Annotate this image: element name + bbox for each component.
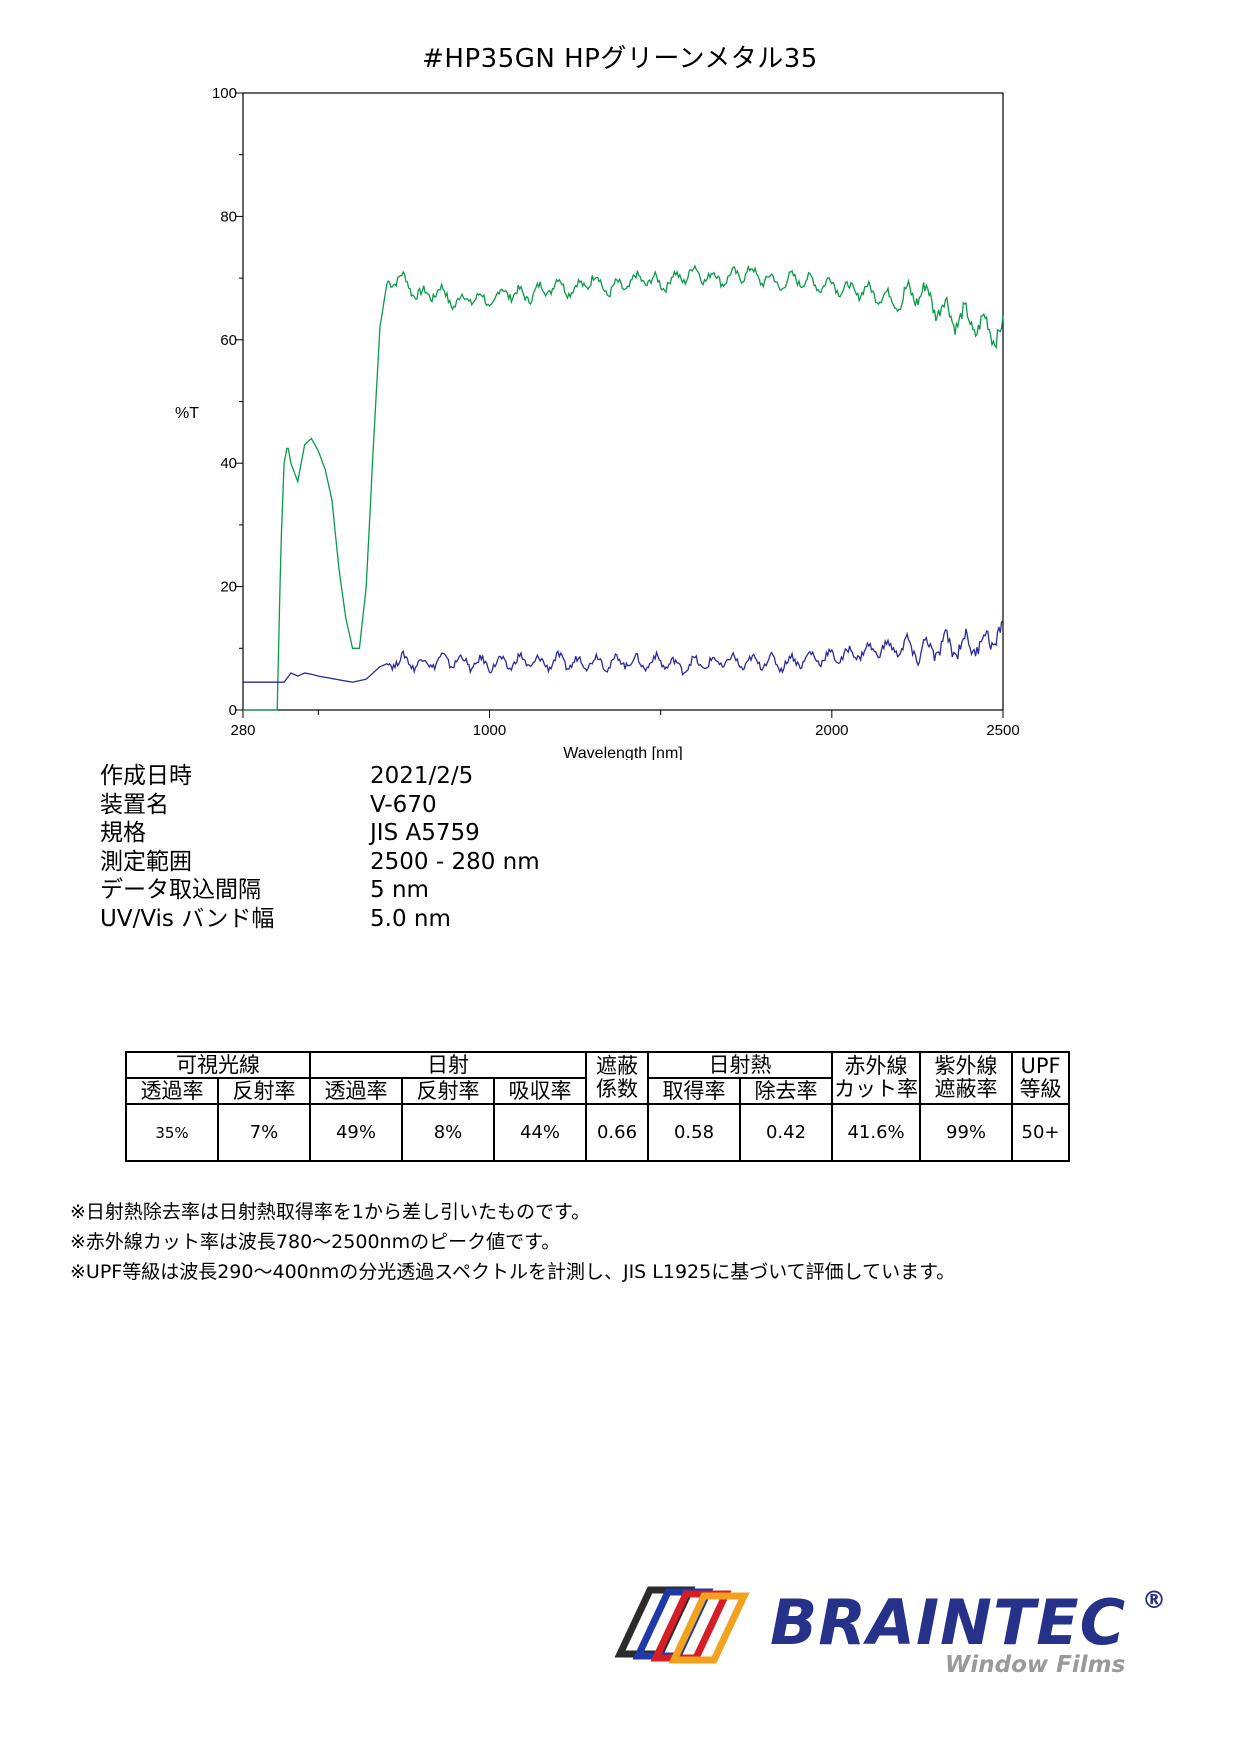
plot-frame	[242, 92, 1004, 711]
header-visible-light: 可視光線	[125, 1051, 311, 1079]
x-axis-label: Wavelength [nm]	[563, 745, 682, 760]
info-value: 5.0 nm	[370, 905, 451, 932]
page-title: #HP35GN HPグリーンメタル35	[422, 44, 818, 74]
header-ir-cut: 赤外線 カット率	[831, 1051, 922, 1105]
braintec-logo: BRAINTEC ® Window Films	[610, 1586, 1170, 1686]
value-solar-absorptance: 44%	[492, 1103, 588, 1162]
logo-subtitle: Window Films	[945, 1652, 1126, 1678]
note-upf: ※UPF等級は波長290〜400nmの分光透過スペクトルを計測し、JIS L19…	[70, 1261, 956, 1283]
value-shading-coefficient: 0.66	[585, 1103, 650, 1162]
value-uv-shield: 99%	[919, 1103, 1014, 1162]
value-solar-transmittance: 49%	[309, 1103, 403, 1162]
y-tick-label: 20	[220, 579, 237, 596]
notes: ※日射熱除去率は日射熱取得率を1から差し引いたものです。 ※赤外線カット率は波長…	[70, 1197, 955, 1287]
info-label: 装置名	[100, 791, 169, 818]
header-upf: UPF 等級	[1011, 1051, 1071, 1105]
header-solar: 日射	[308, 1051, 588, 1079]
y-tick-label: 0	[229, 702, 237, 719]
info-value: JIS A5759	[370, 820, 480, 847]
performance-table: 可視光線 日射 遮蔽 係数 日射熱 赤外線 カット率 紫外線 遮蔽率 UPF 等級 透過…	[125, 1051, 1071, 1162]
x-tick-label: 280	[230, 722, 255, 739]
header-shading-coefficient: 遮蔽 係数	[585, 1051, 650, 1105]
note-heat-rejection: ※日射熱除去率は日射熱取得率を1から差し引いたものです。	[70, 1201, 591, 1223]
info-label: 規格	[100, 820, 146, 847]
y-tick-label: 60	[220, 332, 237, 349]
note-ir-cut: ※赤外線カット率は波長780〜2500nmのピーク値です。	[70, 1231, 561, 1253]
value-solar-reflectance: 8%	[401, 1103, 495, 1162]
transmittance-chart: 0 20 40 60 80 100 280 1000 2000 2500 Wavelength […	[175, 85, 1020, 760]
info-label: 作成日時	[100, 763, 192, 789]
y-tick-label: 80	[220, 208, 237, 225]
info-label: データ取込間隔	[100, 877, 261, 904]
y-tick-label: 40	[220, 455, 237, 472]
subheader-visible-reflectance: 反射率	[217, 1077, 311, 1105]
y-tick-label: 100	[212, 85, 237, 102]
info-value: V-670	[370, 791, 437, 818]
series-reflectance-line	[243, 621, 1004, 683]
header-uv-shield: 紫外線 遮蔽率	[919, 1051, 1014, 1105]
value-ir-cut: 41.6%	[831, 1103, 922, 1162]
logo-stripe	[668, 1592, 750, 1664]
value-heat-rejection: 0.42	[739, 1103, 834, 1162]
info-value: 5 nm	[370, 877, 429, 904]
value-heat-gain: 0.58	[647, 1103, 742, 1162]
x-tick-label: 1000	[473, 722, 506, 739]
subheader-solar-reflectance: 反射率	[401, 1077, 495, 1105]
x-tick-label: 2000	[815, 722, 848, 739]
x-tick-label: 2500	[986, 722, 1019, 739]
subheader-visible-transmittance: 透過率	[125, 1077, 219, 1105]
info-value: 2500 - 280 nm	[370, 848, 540, 875]
subheader-solar-transmittance: 透過率	[309, 1077, 403, 1105]
logo-brand-text: BRAINTEC	[770, 1586, 1127, 1659]
subheader-heat-gain: 取得率	[647, 1077, 742, 1105]
y-axis-label: %T	[175, 405, 199, 422]
logo-registered-mark: ®	[1142, 1586, 1166, 1614]
info-label: 測定範囲	[100, 848, 192, 875]
value-visible-transmittance: 35%	[125, 1103, 219, 1162]
header-solar-heat: 日射熱	[647, 1051, 834, 1079]
logo-stripes-icon	[614, 1586, 750, 1664]
subheader-solar-absorptance: 吸収率	[492, 1077, 588, 1105]
value-upf: 50+	[1011, 1103, 1071, 1162]
info-label: UV/Vis バンド幅	[100, 905, 275, 932]
value-visible-reflectance: 7%	[217, 1103, 311, 1162]
info-value: 2021/2/5	[370, 763, 474, 789]
subheader-heat-rejection: 除去率	[739, 1077, 834, 1105]
series-transmittance-line	[243, 264, 1004, 711]
